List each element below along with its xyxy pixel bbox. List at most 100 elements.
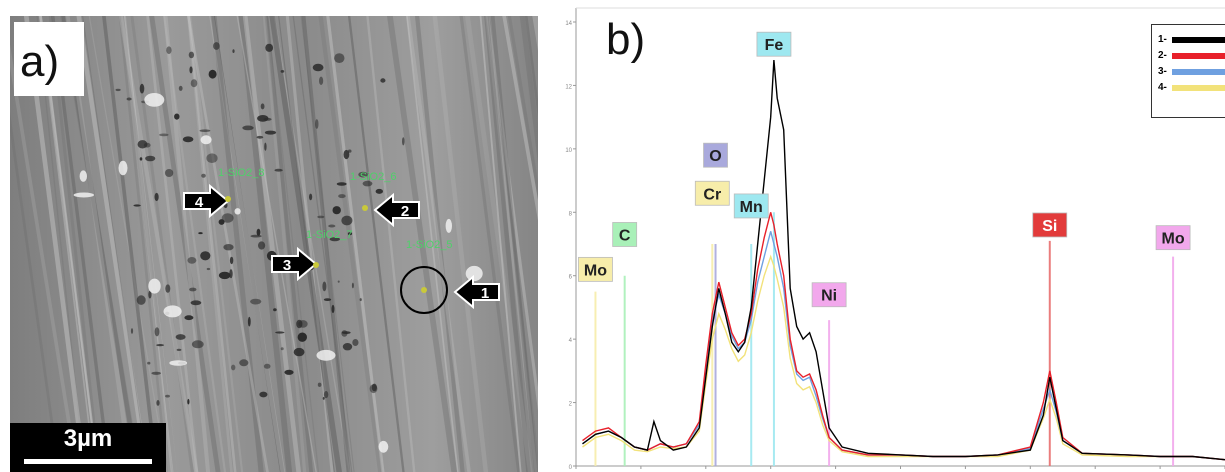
site-number: 3 — [283, 257, 291, 274]
surface-particle — [169, 360, 188, 366]
surface-pit — [187, 398, 190, 405]
surface-pit — [323, 391, 329, 399]
surface-pit — [133, 204, 141, 207]
surface-pit — [115, 88, 121, 92]
element-label: Mn — [740, 199, 763, 216]
surface-pit — [347, 232, 353, 236]
y-tick-label: 0 — [569, 465, 573, 471]
surface-pit — [371, 383, 377, 392]
surface-streak — [432, 16, 489, 472]
surface-pit — [206, 153, 218, 163]
surface-streak — [23, 16, 87, 472]
surface-pit — [334, 53, 345, 63]
y-tick-label: 14 — [565, 21, 572, 27]
surface-pit — [319, 76, 324, 85]
surface-pit — [156, 344, 165, 347]
surface-streak — [36, 16, 86, 472]
surface-particle — [200, 135, 212, 145]
surface-pit — [280, 70, 285, 73]
surface-pit — [232, 49, 235, 53]
surface-particle — [445, 218, 452, 233]
surface-particle — [163, 305, 182, 318]
surface-streak — [38, 16, 96, 472]
panel-label-a: a) — [14, 22, 84, 96]
eds-spectrum-chart: 0 2 4 6 8 10 12 14 Fe O Cr Mn C Mo Ni Si Mo — [565, 7, 1225, 471]
surface-pit — [343, 149, 350, 160]
surface-pit — [293, 347, 305, 357]
surface-streak — [479, 16, 522, 472]
surface-pit — [136, 295, 146, 305]
surface-pit — [213, 42, 220, 50]
surface-streak — [387, 16, 458, 472]
surface-pit — [165, 394, 170, 398]
surface-pit — [317, 215, 325, 219]
y-tick-label: 8 — [569, 211, 573, 217]
surface-streak — [264, 16, 314, 472]
site-number: 1 — [481, 285, 489, 302]
surface-pit — [154, 327, 160, 337]
site-arrow — [183, 183, 230, 219]
legend-swatch — [1172, 69, 1225, 75]
surface-pit — [199, 129, 211, 132]
surface-streak — [347, 16, 405, 472]
scale-bar: 3µm — [10, 423, 166, 472]
site-arrow — [373, 192, 420, 228]
surface-pit — [188, 51, 195, 59]
surface-pit — [328, 224, 336, 228]
surface-pit — [191, 340, 204, 349]
surface-streak — [120, 16, 178, 472]
surface-pit — [402, 137, 405, 146]
surface-streak — [130, 16, 194, 472]
element-label: Ni — [821, 288, 837, 305]
element-label-box — [1032, 212, 1068, 238]
surface-pit — [176, 348, 182, 351]
surface-streak — [60, 16, 141, 472]
surface-streak — [532, 16, 538, 52]
surface-streak — [162, 16, 227, 472]
surface-pit — [322, 397, 325, 400]
surface-streak — [490, 16, 538, 472]
surface-pit — [351, 282, 354, 289]
site-dot — [225, 196, 231, 202]
site-number: 4 — [195, 194, 204, 211]
y-tick-label: 12 — [565, 84, 572, 90]
surface-streak — [502, 16, 538, 221]
surface-streak — [40, 16, 99, 472]
surface-streak — [187, 16, 237, 472]
surface-pit — [154, 192, 159, 202]
surface-pit — [338, 194, 346, 199]
surface-streak — [88, 16, 168, 472]
surface-streak — [236, 16, 317, 472]
element-label: Si — [1042, 218, 1057, 235]
surface-pit — [336, 182, 347, 186]
surface-streak — [300, 16, 355, 472]
surface-streak — [238, 16, 293, 472]
site-arrow — [453, 274, 500, 310]
site-label: 1-SiO2_8 — [218, 167, 264, 179]
surface-streak — [76, 16, 149, 472]
surface-streak — [242, 16, 301, 472]
surface-pit — [190, 300, 202, 306]
surface-pit — [130, 328, 134, 334]
surface-pit — [264, 130, 277, 135]
element-label: Cr — [703, 186, 721, 203]
site-label: 1-SiO2_5 — [406, 239, 452, 251]
surface-streak — [484, 16, 531, 472]
legend-label: 3- — [1158, 66, 1167, 77]
surface-pit — [184, 315, 194, 321]
surface-pit — [284, 369, 294, 375]
surface-streak — [211, 16, 264, 472]
surface-streak — [262, 16, 307, 472]
element-label: Mo — [584, 262, 607, 279]
legend-swatch — [1172, 37, 1225, 43]
surface-particle — [234, 208, 241, 215]
surface-streak — [326, 16, 385, 472]
surface-pit — [145, 155, 156, 162]
surface-pit — [256, 135, 264, 139]
surface-particle — [144, 93, 165, 107]
surface-pit — [263, 363, 271, 369]
surface-streak — [487, 16, 538, 472]
surface-pit — [331, 304, 335, 314]
panel-label-b: b) — [606, 15, 646, 64]
surface-streak — [519, 16, 538, 164]
